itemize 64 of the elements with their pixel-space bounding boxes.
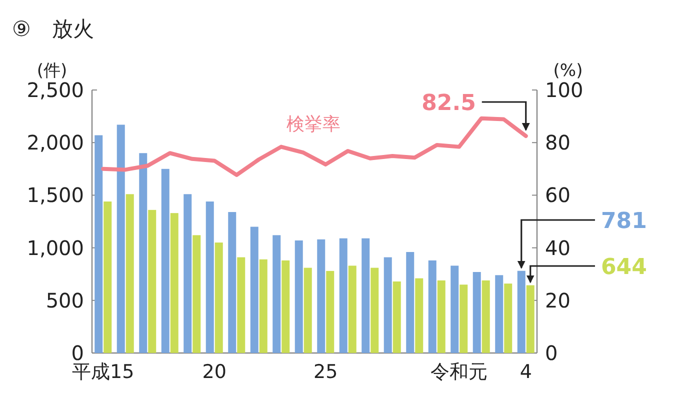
- bar: [282, 260, 290, 353]
- bar: [116, 124, 125, 353]
- bar: [250, 226, 258, 353]
- y-tick-label: 1,000: [26, 236, 84, 260]
- x-tick-label: 令和元: [430, 361, 488, 383]
- y2-tick-label: 100: [545, 78, 584, 102]
- y-tick-label: 500: [46, 288, 84, 312]
- bar: [437, 280, 446, 353]
- bar: [460, 284, 468, 353]
- bar: [482, 280, 490, 353]
- bar: [161, 168, 170, 353]
- bar: [94, 135, 103, 353]
- bar: [370, 268, 379, 353]
- bar: [428, 260, 436, 353]
- bar: [526, 285, 534, 353]
- y-axis-title: (件): [36, 61, 68, 81]
- bar: [184, 194, 192, 353]
- bar: [214, 242, 223, 353]
- bar: [450, 266, 459, 353]
- bar: [504, 284, 512, 353]
- y2-tick-label: 40: [545, 236, 570, 260]
- bar: [148, 210, 156, 353]
- bar: [495, 275, 504, 353]
- bar: [339, 238, 348, 353]
- bar: [272, 235, 281, 353]
- bar: [348, 266, 356, 353]
- series-label: 検挙率: [286, 114, 340, 135]
- bar: [104, 202, 112, 353]
- line-series: [101, 116, 528, 177]
- chart-title: ⑨ 放火: [12, 17, 94, 41]
- bar: [139, 153, 148, 353]
- y2-tick-label: 0: [545, 341, 558, 365]
- bar: [170, 213, 178, 353]
- bar: [362, 238, 370, 353]
- data-label: 781: [601, 209, 647, 234]
- bar: [392, 281, 401, 353]
- bar: [304, 268, 312, 353]
- bar: [317, 239, 326, 353]
- y2-tick-label: 60: [545, 183, 570, 208]
- bar: [192, 235, 201, 353]
- x-tick-label: 4: [520, 361, 532, 383]
- y-tick-label: 1,500: [26, 183, 84, 208]
- x-tick-label: 25: [314, 361, 338, 383]
- data-label: 82.5: [422, 91, 476, 116]
- bar: [472, 272, 481, 353]
- bar: [326, 270, 334, 353]
- bar: [126, 194, 134, 353]
- data-label: 644: [601, 255, 647, 280]
- y-tick-label: 2,000: [26, 130, 84, 155]
- bar: [228, 212, 236, 353]
- bar: [384, 257, 392, 353]
- x-tick-label: 平成15: [72, 361, 134, 383]
- bar: [237, 257, 246, 353]
- bar: [294, 240, 303, 353]
- bar: [206, 202, 214, 353]
- bar: [415, 278, 424, 353]
- y2-tick-label: 20: [545, 288, 570, 312]
- bar: [259, 259, 268, 353]
- y-tick-label: 2,500: [26, 78, 84, 102]
- bar: [517, 270, 526, 353]
- bar: [406, 252, 414, 353]
- y2-axis-title: (%): [553, 61, 583, 81]
- y2-tick-label: 80: [545, 130, 570, 155]
- x-tick-label: 20: [202, 361, 226, 383]
